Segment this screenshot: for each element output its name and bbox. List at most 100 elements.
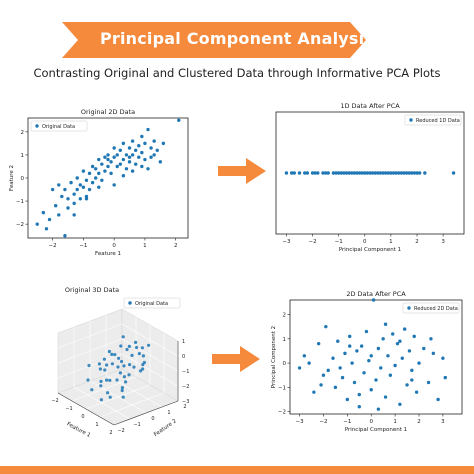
grid-line [57,338,123,364]
data-point [105,378,109,382]
data-point [57,213,61,217]
data-point [87,187,92,192]
data-point [412,171,417,175]
grid-line [99,392,165,418]
y-axis-label: Feature 2 [9,165,15,191]
data-point [417,361,421,365]
data-point [383,322,388,326]
data-point [147,343,151,347]
data-point [388,373,393,377]
data-point [35,222,39,226]
y-tick-label: −2 [278,410,286,416]
data-point [110,352,114,356]
x-tick-label: 1 [389,239,393,245]
y-tick-label: 1 [167,410,170,416]
data-point [103,368,107,372]
data-point [352,380,357,385]
plot-frame [289,299,463,415]
data-point [72,213,76,217]
data-point [336,171,341,175]
data-point [381,171,385,175]
data-point [143,157,147,162]
x-tick-label: 0 [81,414,84,420]
data-point [117,356,121,360]
data-point [122,364,126,368]
legend-box [404,114,462,126]
data-point [303,171,307,175]
data-point [103,169,107,173]
data-point [133,162,138,166]
data-point [149,155,153,159]
data-point [139,369,143,373]
data-point [386,171,390,175]
x-tick-label: −1 [65,406,72,412]
data-point [134,340,138,344]
data-point [93,176,98,180]
x-tick-label: −3 [296,419,305,425]
x-tick-label: 2 [417,419,421,425]
x-tick-label: −2 [49,243,57,249]
grid-line [105,374,163,408]
data-point [393,363,397,368]
data-point [360,171,364,175]
data-point [319,383,323,387]
data-point [127,160,132,164]
data-point [143,141,147,146]
data-point [370,171,375,175]
data-point [60,194,64,199]
x-tick-label: 1 [143,243,147,249]
data-point [100,178,104,183]
data-point [307,361,311,365]
z-tick-label: −1 [182,369,189,375]
legend-box [30,120,88,132]
data-point [125,347,129,352]
data-point [102,357,106,361]
chart-title: Original 2D Data [81,108,135,116]
data-point [158,160,163,164]
data-point [84,178,89,183]
z-tick-label: −2 [182,384,189,390]
y-tick-label: −1 [133,422,140,428]
data-point [357,405,361,409]
legend-marker [409,118,413,122]
data-point [130,353,134,357]
data-point [357,392,361,397]
data-point [140,134,144,139]
legend-marker [407,306,411,310]
data-point [116,365,120,369]
data-point [348,334,352,339]
data-point [47,217,52,222]
data-point [402,171,406,175]
data-point [103,155,107,159]
y-tick-label: −1 [278,385,286,391]
data-point [417,171,422,175]
data-point [112,146,116,150]
chart-original-2d: Original 2D Data Feature 1 Feature 2 −2 −1 0 1… [9,108,189,257]
data-point [410,368,414,373]
data-point [100,162,104,166]
data-point [108,395,112,399]
data-point [391,332,395,336]
data-point [407,349,412,353]
data-point [310,171,315,175]
legend-label: Reduced 1D Data [416,118,460,124]
data-point [63,233,67,238]
data-point [398,402,402,406]
y-axis-label: Principal Component 2 [271,326,277,388]
data-point [355,349,359,353]
y-axis-label: Feature 2 [153,418,178,438]
data-point [66,197,70,201]
data-point [112,183,116,187]
data-point [347,171,351,175]
data-point [352,171,357,175]
data-point [415,171,419,175]
data-point [99,384,103,388]
x-tick-label: −1 [79,243,87,249]
data-point [355,171,359,175]
data-point [297,366,302,370]
x-tick-label: 0 [363,239,367,245]
data-point [331,171,336,175]
grid-line [121,338,179,372]
data-point [121,141,126,146]
legend-label: Original Data [135,301,168,307]
